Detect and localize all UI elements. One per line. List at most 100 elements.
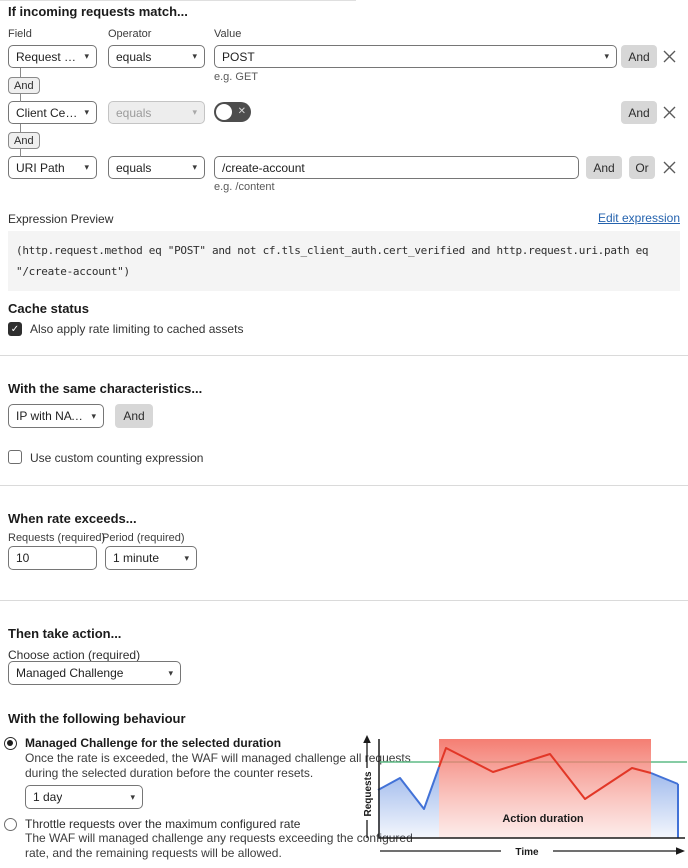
remove-condition-row3-button[interactable] xyxy=(658,156,681,179)
characteristic-select-value: IP with NAT s... xyxy=(16,409,85,423)
cache-assets-checkbox-label: Also apply rate limiting to cached asset… xyxy=(30,322,244,336)
chart-xlabel: Time xyxy=(515,847,539,858)
value-input-row3[interactable]: /create-account xyxy=(214,156,579,179)
period-select-value: 1 minute xyxy=(113,551,160,565)
operator-column-label: Operator xyxy=(108,28,152,40)
and-button-row2[interactable]: And xyxy=(621,101,657,124)
line-before xyxy=(377,766,440,810)
connector-line xyxy=(20,94,21,102)
operator-select-row1[interactable]: equals ▾ xyxy=(108,45,205,68)
custom-counting-checkbox[interactable] xyxy=(8,450,22,464)
behaviour-option1-label: Managed Challenge for the selected durat… xyxy=(25,736,282,750)
field-select-row2[interactable]: Client Certific... ▾ xyxy=(8,101,97,124)
connector-line xyxy=(20,149,21,157)
chevron-down-icon: ▾ xyxy=(168,667,173,678)
behaviour-option1-radio[interactable] xyxy=(4,737,17,750)
remove-condition-row2-button[interactable] xyxy=(658,101,681,124)
operator-select-row2-value: equals xyxy=(116,105,152,120)
chart-axes xyxy=(378,739,685,839)
behaviour-chart: Requests Time Action duration xyxy=(355,732,688,864)
field-select-row1-value: Request Meth... xyxy=(16,49,78,64)
chevron-down-icon: ▾ xyxy=(192,51,197,61)
connector-and-chip-2: And xyxy=(8,132,40,149)
behaviour-option2-description: The WAF will managed challenge any reque… xyxy=(25,831,413,861)
duration-select-value: 1 day xyxy=(33,790,63,804)
field-select-row3[interactable]: URI Path ▾ xyxy=(8,156,97,179)
right-arrow-icon xyxy=(676,847,685,855)
top-edge-artifact xyxy=(0,0,356,1)
custom-counting-checkbox-label: Use custom counting expression xyxy=(30,451,204,465)
connector-line xyxy=(20,68,21,78)
cache-assets-checkbox[interactable]: ✓ xyxy=(8,322,22,336)
remove-condition-row1-button[interactable] xyxy=(658,45,681,68)
or-button-row3[interactable]: Or xyxy=(629,156,655,179)
action-duration-label: Action duration xyxy=(502,813,584,825)
chevron-down-icon: ▾ xyxy=(84,162,89,172)
chevron-down-icon: ▾ xyxy=(192,107,197,117)
action-title: Then take action... xyxy=(8,626,122,641)
characteristics-and-button[interactable]: And xyxy=(115,404,153,428)
action-select-value: Managed Challenge xyxy=(16,666,124,680)
value-input-row3-value: /create-account xyxy=(222,160,305,175)
expression-preview-label: Expression Preview xyxy=(8,212,114,226)
value-hint-row1: e.g. GET xyxy=(214,71,259,83)
characteristic-select[interactable]: IP with NAT s... ▾ xyxy=(8,404,104,428)
requests-label: Requests (required) xyxy=(8,532,106,544)
value-select-row1-value: POST xyxy=(222,49,255,64)
line-after xyxy=(650,772,679,785)
option2-desc-line2: rate, and the remaining requests will be… xyxy=(25,846,282,860)
choose-action-label: Choose action (required) xyxy=(8,648,141,662)
section-divider xyxy=(0,485,688,486)
field-select-row1[interactable]: Request Meth... ▾ xyxy=(8,45,97,68)
close-icon xyxy=(663,161,676,174)
and-button-row1[interactable]: And xyxy=(621,45,657,68)
behaviour-chart-svg: Requests Time Action duration xyxy=(363,735,687,858)
field-select-row3-value: URI Path xyxy=(16,160,65,175)
close-icon xyxy=(663,106,676,119)
operator-select-row2-disabled: equals ▾ xyxy=(108,101,205,124)
chevron-down-icon: ▾ xyxy=(91,410,96,421)
period-label: Period (required) xyxy=(102,532,185,544)
chevron-down-icon: ▾ xyxy=(604,51,609,61)
edit-expression-link[interactable]: Edit expression xyxy=(597,211,680,225)
chart-ylabel: Requests xyxy=(363,771,374,816)
connector-line xyxy=(20,124,21,133)
section-divider xyxy=(0,355,688,356)
expression-line-1: (http.request.method eq "POST" and not c… xyxy=(16,244,649,257)
expression-line-2: "/create-account") xyxy=(16,265,130,278)
cache-status-title: Cache status xyxy=(8,301,89,316)
chevron-down-icon: ▾ xyxy=(184,552,189,563)
and-button-row3[interactable]: And xyxy=(586,156,622,179)
client-cert-toggle[interactable]: ✕ xyxy=(214,102,251,122)
area-before xyxy=(378,767,439,838)
expression-preview-code: (http.request.method eq "POST" and not c… xyxy=(8,231,680,291)
action-select[interactable]: Managed Challenge ▾ xyxy=(8,661,181,685)
toggle-x-icon: ✕ xyxy=(237,106,246,117)
option1-desc-line1: Once the rate is exceeded, the WAF will … xyxy=(25,751,411,765)
chevron-down-icon: ▾ xyxy=(84,107,89,117)
operator-select-row3[interactable]: equals ▾ xyxy=(108,156,205,179)
chevron-down-icon: ▾ xyxy=(84,51,89,61)
option2-desc-line1: The WAF will managed challenge any reque… xyxy=(25,831,413,845)
characteristics-title: With the same characteristics... xyxy=(8,381,203,396)
check-icon: ✓ xyxy=(10,323,20,335)
behaviour-option1-description: Once the rate is exceeded, the WAF will … xyxy=(25,751,411,781)
value-hint-row3: e.g. /content xyxy=(214,181,275,193)
value-select-row1[interactable]: POST ▾ xyxy=(214,45,617,68)
area-after xyxy=(651,773,678,838)
toggle-knob xyxy=(216,104,232,120)
requests-input[interactable]: 10 xyxy=(8,546,97,570)
requests-input-value: 10 xyxy=(16,551,30,565)
period-select[interactable]: 1 minute ▾ xyxy=(105,546,197,570)
close-icon xyxy=(663,50,676,63)
option1-desc-line2: during the selected duration before the … xyxy=(25,766,314,780)
duration-select[interactable]: 1 day ▾ xyxy=(25,785,143,809)
operator-select-row3-value: equals xyxy=(116,160,152,175)
match-section-title: If incoming requests match... xyxy=(8,4,188,19)
field-select-row2-value: Client Certific... xyxy=(16,105,79,120)
behaviour-title: With the following behaviour xyxy=(8,711,186,726)
behaviour-option2-radio[interactable] xyxy=(4,818,17,831)
field-column-label: Field xyxy=(8,28,32,40)
chevron-down-icon: ▾ xyxy=(130,791,135,802)
connector-and-chip-1: And xyxy=(8,77,40,94)
